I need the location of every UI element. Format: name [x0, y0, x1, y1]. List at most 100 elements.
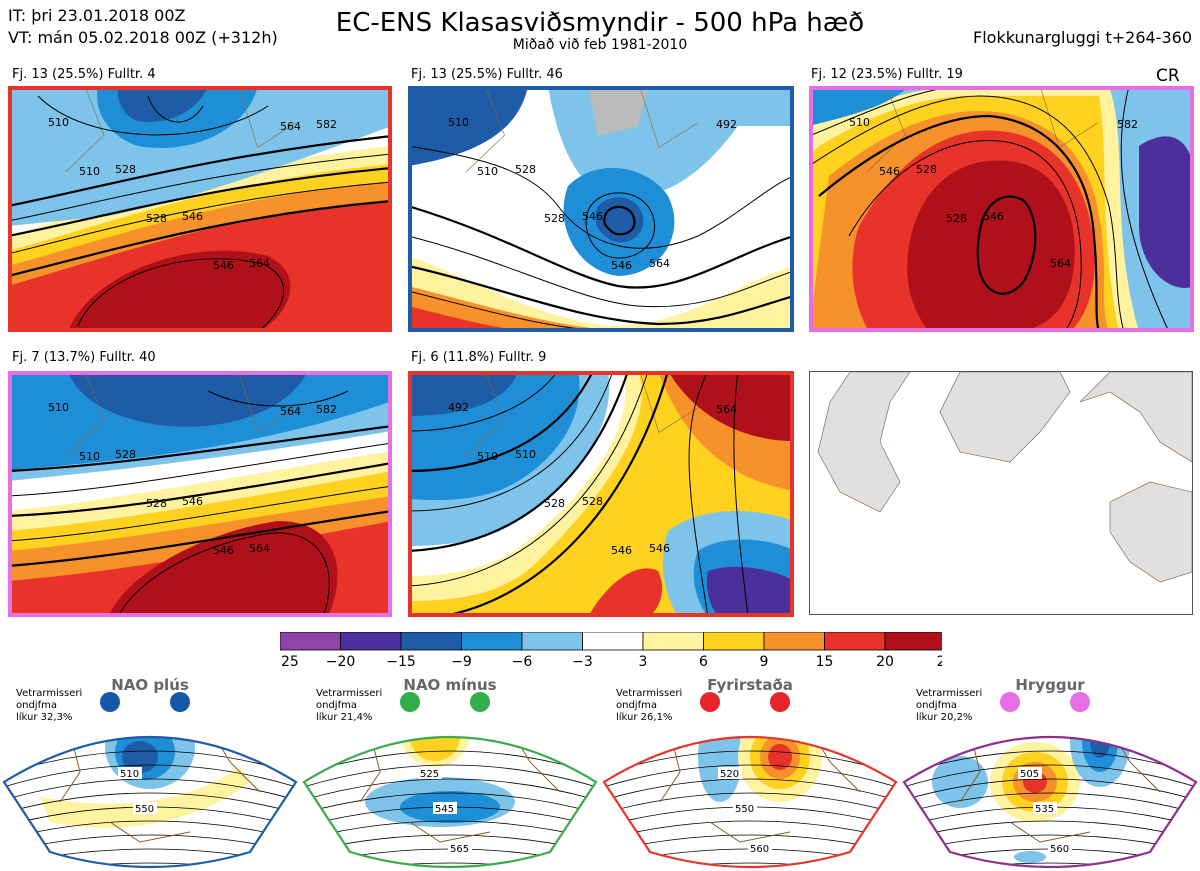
contour-label: 564 — [280, 120, 301, 133]
height-contour — [437, 371, 670, 617]
contour-label: 528 — [515, 163, 536, 176]
height-contour — [8, 485, 392, 542]
height-contour — [408, 371, 614, 512]
regime-note: Vetrarmisseri ondjfma líkur 32,3% — [16, 688, 83, 723]
colorbar-tick: 6 — [699, 654, 708, 670]
anomaly-blob — [1014, 851, 1046, 863]
colorbar-swatch — [279, 631, 341, 651]
contour-label: 546 — [649, 542, 670, 555]
regime-marker-dot — [1070, 692, 1090, 712]
height-contour — [1120, 86, 1170, 332]
valid-time: VT: mán 05.02.2018 00Z (+312h) — [8, 28, 278, 47]
regime-contour-label: 520 — [720, 769, 739, 780]
contour-label: 510 — [477, 165, 498, 178]
height-contour — [8, 199, 392, 278]
height-contour — [8, 461, 392, 518]
contour-label: 582 — [316, 403, 337, 416]
regime-title: NAO mínus — [403, 676, 497, 694]
colorbar-tick: 25 — [937, 654, 942, 670]
height-contour — [818, 114, 1101, 332]
colorbar: −25 −20 −15 −9 −6 −3 3 6 9 15 20 25 — [269, 631, 954, 678]
regime-marker-dot — [400, 692, 420, 712]
regime-fan-map: 520 550 560 — [602, 692, 898, 869]
anomaly-band — [668, 371, 794, 441]
regime-contour-label: 565 — [450, 844, 469, 855]
page-title: EC-ENS Klasasviðsmyndir - 500 hPa hæð — [335, 8, 865, 38]
regime-fan-map: 510 550 — [2, 692, 298, 869]
height-contour — [77, 258, 284, 332]
colorbar-swatch — [763, 631, 825, 651]
anomaly-band — [706, 566, 794, 617]
cluster-field: 510 528 546 564 492 510 528 546 — [408, 86, 794, 332]
anomaly-band — [117, 86, 208, 122]
colorbar-tick: 9 — [760, 654, 769, 670]
cr-label: CR — [1156, 66, 1180, 86]
regime-marker-dot — [470, 692, 490, 712]
regime-note: Vetrarmisseri ondjfma líkur 21,4% — [316, 688, 383, 723]
anomaly-band — [588, 86, 648, 136]
contour-label: 546 — [182, 210, 203, 223]
contour-label: 582 — [1117, 118, 1138, 131]
anomaly-band — [1139, 136, 1194, 288]
cluster-map-2: 510 528 546 564 492 510 528 546 — [408, 86, 794, 332]
height-contour — [8, 134, 392, 208]
cluster-field: 510 528 546 564 582 510 528 546 564 — [8, 86, 392, 332]
height-contour — [408, 204, 794, 289]
colorbar-swatch — [703, 631, 765, 651]
regime-ridge: 505 535 560 Hryggur Vetrarmisseri ondjfma lí… — [900, 672, 1200, 871]
height-contour — [408, 371, 630, 553]
contour-label: 492 — [448, 401, 469, 414]
window-label: Flokkunargluggi t+264-360 — [973, 28, 1192, 47]
cluster-field: 510 528 546 564 582 546 528 — [809, 86, 1194, 332]
regime-contour-label: 545 — [435, 804, 454, 815]
contour-label: 546 — [213, 259, 234, 272]
regime-marker-dot — [1000, 692, 1020, 712]
contour-label: 528 — [115, 448, 136, 461]
regime-note: Vetrarmisseri ondjfma líkur 20,2% — [916, 688, 983, 723]
anomaly-blob — [410, 737, 460, 761]
regime-contour-label: 560 — [1050, 844, 1069, 855]
panel-2-label: Fj. 13 (25.5%) Fulltr. 46 — [411, 67, 563, 82]
initial-time: IT: þri 23.01.2018 00Z — [8, 6, 186, 25]
cluster-map-1: 510 528 546 564 582 510 528 546 564 — [8, 86, 392, 332]
contour-label: 492 — [716, 118, 737, 131]
colorbar-tick: 15 — [816, 654, 834, 670]
anomaly-band — [809, 86, 909, 126]
colorbar-swatch — [340, 631, 402, 651]
regime-contour-label: 525 — [420, 769, 439, 780]
anomaly-band — [108, 521, 338, 617]
contour-label: 546 — [213, 544, 234, 557]
height-contour — [408, 371, 594, 473]
cluster-map-5: 492 510 528 546 564 510 528 546 — [408, 371, 794, 617]
anomaly-blob — [698, 737, 742, 802]
contour-label: 528 — [115, 163, 136, 176]
contour-label: 528 — [146, 212, 167, 225]
contour-label: 510 — [79, 450, 100, 463]
anomaly-band — [588, 568, 663, 617]
regime-contour-label: 510 — [120, 769, 139, 780]
colorbar-tick: −9 — [451, 654, 472, 670]
colorbar-tick: 20 — [876, 654, 894, 670]
contour-label: 564 — [1050, 257, 1071, 270]
colorbar-tick: −3 — [572, 654, 593, 670]
regime-contour-label: 560 — [750, 844, 769, 855]
panel-3-label: Fj. 12 (23.5%) Fulltr. 19 — [811, 67, 963, 82]
height-contour — [8, 153, 392, 222]
height-contour — [688, 371, 709, 617]
contour-label: 546 — [182, 495, 203, 508]
regime-marker-dot — [100, 692, 120, 712]
contour-label: 528 — [916, 163, 937, 176]
contour-label: 510 — [48, 401, 69, 414]
contour-label: 564 — [249, 542, 270, 555]
colorbar-tick: −25 — [280, 654, 299, 670]
contour-label: 510 — [477, 450, 498, 463]
anomaly-band — [907, 160, 1075, 332]
regime-title: Hryggur — [1015, 676, 1085, 694]
regime-contour-label: 550 — [735, 804, 754, 815]
anomaly-band — [408, 306, 548, 332]
height-contour — [976, 195, 1037, 295]
anomaly-blob — [932, 756, 988, 808]
colorbar-tick: −6 — [512, 654, 533, 670]
anomaly-band — [408, 86, 528, 166]
height-contour — [603, 205, 636, 236]
